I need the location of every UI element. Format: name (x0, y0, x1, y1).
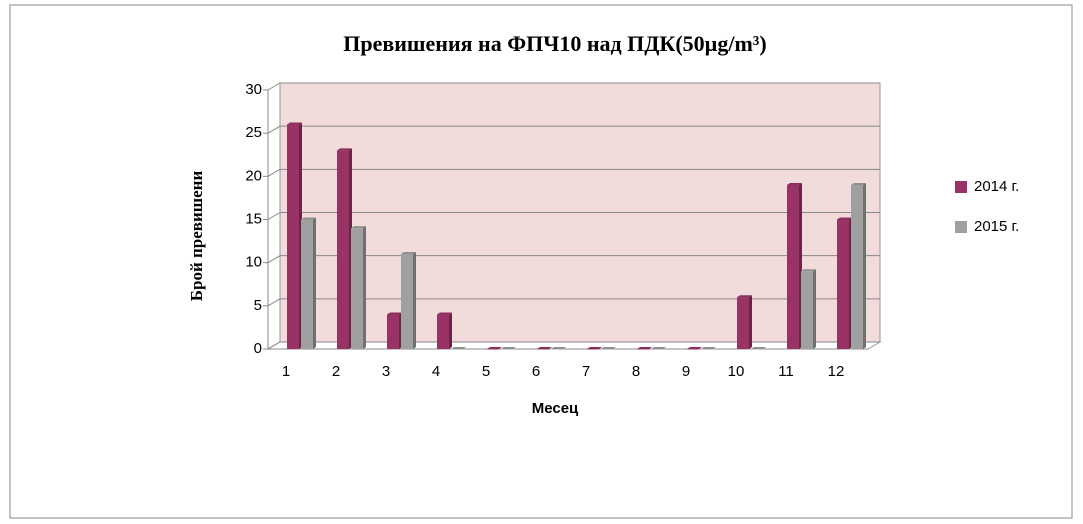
bar-top (837, 217, 852, 220)
bar-top (451, 347, 466, 349)
x-tick-label: 12 (828, 363, 845, 380)
y-tick-label: 25 (245, 124, 262, 141)
bar-top (601, 347, 616, 349)
y-axis-label: Брой превишени (187, 171, 206, 302)
x-tick-label: 6 (532, 363, 540, 380)
bar-top (851, 182, 866, 185)
bar (437, 314, 449, 349)
legend-label: 2015 г. (974, 218, 1019, 235)
bar-side (413, 252, 416, 349)
bar-top (387, 312, 402, 315)
bar-side (363, 226, 366, 349)
bar-top (737, 295, 752, 298)
grid-line (267, 341, 281, 350)
bar-side (449, 312, 452, 349)
grid-line (267, 255, 281, 264)
bar-side (813, 269, 816, 349)
bar (501, 349, 513, 350)
x-tick-label: 5 (482, 363, 490, 380)
bar (551, 349, 563, 350)
bar-side (863, 182, 866, 349)
x-tick-label: 7 (582, 363, 590, 380)
bar (351, 228, 363, 349)
bar (451, 349, 463, 350)
x-tick-label: 1 (282, 363, 290, 380)
bar (401, 254, 413, 349)
x-tick-label: 8 (632, 363, 640, 380)
bar (537, 349, 549, 350)
chart-title: Превишения на ФПЧ10 над ПДК(50µg/m³) (343, 31, 766, 56)
bar-top (501, 347, 516, 349)
legend-label: 2014 г. (974, 178, 1019, 195)
bar-top (287, 122, 302, 125)
bar-top (651, 347, 666, 349)
bar-top (587, 347, 602, 349)
x-tick-label: 11 (778, 363, 794, 380)
grid-line (267, 125, 281, 134)
bar-top (787, 182, 802, 185)
bar (387, 314, 399, 349)
bar (287, 124, 299, 350)
bar-top (351, 226, 366, 229)
y-tick-label: 10 (245, 254, 262, 271)
bar-top (437, 312, 452, 315)
bar (701, 349, 713, 350)
x-tick-label: 2 (332, 363, 340, 380)
bar (637, 349, 649, 350)
y-tick-label: 30 (245, 81, 262, 98)
y-tick-label: 15 (245, 210, 262, 227)
bar (301, 219, 313, 349)
bar-top (487, 347, 502, 349)
bar-top (637, 347, 652, 349)
x-tick-label: 4 (432, 363, 440, 380)
bar (801, 271, 813, 349)
y-tick-label: 0 (254, 340, 262, 357)
legend-swatch (955, 221, 967, 233)
x-axis-label: Месец (532, 400, 579, 417)
bar-top (751, 347, 766, 349)
bar-top (801, 269, 816, 272)
bar-top (551, 347, 566, 349)
bar-top (701, 347, 716, 349)
y-tick-label: 20 (245, 167, 262, 184)
bar-top (537, 347, 552, 349)
bar (487, 349, 499, 350)
bar (587, 349, 599, 350)
grid-line (267, 82, 281, 91)
bar-top (301, 217, 316, 220)
bar (787, 184, 799, 349)
bar-side (313, 217, 316, 349)
bar (337, 150, 349, 349)
x-tick-label: 9 (682, 363, 690, 380)
bar (851, 184, 863, 349)
bar-top (337, 148, 352, 151)
x-tick-label: 10 (728, 363, 745, 380)
x-tick-label: 3 (382, 363, 390, 380)
bar (837, 219, 849, 349)
bar (651, 349, 663, 350)
y-tick-label: 5 (254, 297, 262, 314)
bar-side (749, 295, 752, 349)
legend-swatch (955, 181, 967, 193)
bar (737, 297, 749, 349)
bar-top (687, 347, 702, 349)
bar (751, 349, 763, 350)
grid-line (267, 298, 281, 307)
bar (601, 349, 613, 350)
bar (687, 349, 699, 350)
bar-top (401, 252, 416, 255)
grid-line (267, 212, 281, 220)
grid-line (267, 168, 281, 177)
